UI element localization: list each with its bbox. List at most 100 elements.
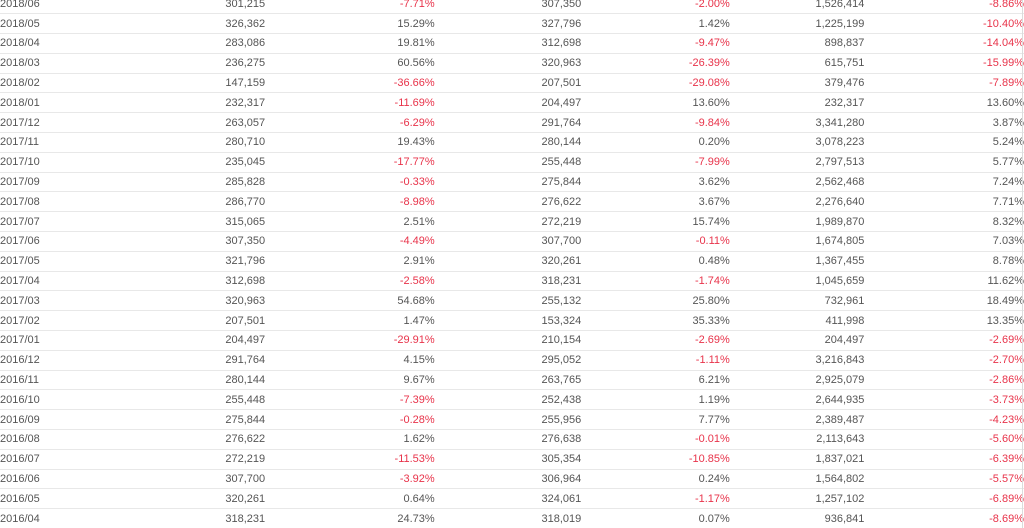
table-row: 2017/03 320,963 54.68% 255,132 25.80% 732,961… bbox=[0, 290, 1024, 312]
table-row: 2016/04 318,231 24.73% 318,019 0.07% 936,841-… bbox=[0, 508, 1024, 528]
cumulative-cell: 615,751 bbox=[729, 53, 877, 74]
cumulative-cell: 936,841 bbox=[729, 508, 877, 528]
compare-change-cell: -0.01% bbox=[581, 429, 730, 450]
month-cell: 2016/06 bbox=[0, 469, 141, 490]
compare-cell: 320,261 bbox=[434, 251, 582, 272]
value-cell: 301,215 bbox=[140, 0, 290, 15]
value-cell: 291,764 bbox=[140, 350, 290, 371]
value-change-cell: 19.81% bbox=[289, 33, 435, 54]
compare-cell: 307,350 bbox=[434, 0, 582, 15]
compare-change-cell: 13.60% bbox=[581, 92, 730, 114]
value-change-cell: 0.64% bbox=[289, 488, 435, 510]
cumulative-change-cell: -10.40% bbox=[876, 13, 1024, 35]
compare-cell: 280,144 bbox=[434, 132, 582, 153]
cumulative-cell: 1,367,455 bbox=[729, 251, 877, 272]
table-row: 2017/04 312,698 -2.58% 318,231 -1.74% 1,045,6… bbox=[0, 271, 1024, 292]
cumulative-change-cell: -8.86% bbox=[876, 0, 1024, 15]
compare-change-cell: 1.19% bbox=[581, 389, 730, 411]
month-cell: 2018/01 bbox=[0, 92, 141, 114]
value-change-cell: 60.56% bbox=[289, 53, 435, 74]
compare-cell: 275,844 bbox=[434, 172, 582, 193]
cumulative-change-cell: -7.89% bbox=[876, 73, 1024, 94]
value-change-cell: -11.69% bbox=[289, 92, 435, 114]
compare-change-cell: 3.67% bbox=[581, 191, 730, 213]
month-cell: 2016/05 bbox=[0, 488, 141, 510]
month-cell: 2016/07 bbox=[0, 449, 141, 470]
table-row: 2016/09 275,844 -0.28% 255,956 7.77% 2,389,48… bbox=[0, 409, 1024, 431]
value-cell: 307,350 bbox=[140, 231, 290, 252]
value-change-cell: -11.53% bbox=[289, 449, 435, 470]
compare-change-cell: 3.62% bbox=[581, 172, 730, 193]
compare-cell: 295,052 bbox=[434, 350, 582, 371]
month-cell: 2016/08 bbox=[0, 429, 141, 450]
compare-cell: 153,324 bbox=[434, 310, 582, 332]
cumulative-cell: 3,341,280 bbox=[729, 112, 877, 134]
cumulative-change-cell: 8.32% bbox=[876, 211, 1024, 233]
month-cell: 2017/03 bbox=[0, 290, 141, 312]
table-row: 2016/12 291,764 4.15% 295,052 -1.11% 3,216,84… bbox=[0, 350, 1024, 371]
value-change-cell: 15.29% bbox=[289, 13, 435, 35]
value-change-cell: -17.77% bbox=[289, 152, 435, 173]
value-change-cell: 54.68% bbox=[289, 290, 435, 312]
compare-cell: 318,019 bbox=[434, 508, 582, 528]
value-cell: 320,261 bbox=[140, 488, 290, 510]
cumulative-cell: 379,476 bbox=[729, 73, 877, 94]
compare-change-cell: 0.20% bbox=[581, 132, 730, 153]
value-change-cell: 1.62% bbox=[289, 429, 435, 450]
compare-change-cell: -2.69% bbox=[581, 330, 730, 351]
value-cell: 321,796 bbox=[140, 251, 290, 272]
month-cell: 2018/03 bbox=[0, 53, 141, 74]
cumulative-change-cell: -15.99% bbox=[876, 53, 1024, 74]
table-row: 2017/09 285,828 -0.33% 275,844 3.62% 2,562,46… bbox=[0, 172, 1024, 193]
month-cell: 2017/01 bbox=[0, 330, 141, 351]
cumulative-cell: 3,216,843 bbox=[729, 350, 877, 371]
value-cell: 285,828 bbox=[140, 172, 290, 193]
cumulative-change-cell: 13.35% bbox=[876, 310, 1024, 332]
month-cell: 2017/05 bbox=[0, 251, 141, 272]
table-row: 2016/07 272,219 -11.53% 305,354 -10.85% 1,837… bbox=[0, 449, 1024, 470]
cumulative-cell: 2,113,643 bbox=[729, 429, 877, 450]
cumulative-change-cell: 7.03% bbox=[876, 231, 1024, 252]
value-cell: 312,698 bbox=[140, 271, 290, 292]
cumulative-cell: 3,078,223 bbox=[729, 132, 877, 153]
compare-change-cell: -9.47% bbox=[581, 33, 730, 54]
compare-cell: 255,448 bbox=[434, 152, 582, 173]
compare-change-cell: -29.08% bbox=[581, 73, 730, 94]
table-row: 2018/02 147,159 -36.66% 207,501 -29.08% 379,4… bbox=[0, 73, 1024, 94]
compare-cell: 320,963 bbox=[434, 53, 582, 74]
value-change-cell: -36.66% bbox=[289, 73, 435, 94]
month-cell: 2016/11 bbox=[0, 370, 141, 391]
compare-cell: 276,622 bbox=[434, 191, 582, 213]
table-row: 2017/08 286,770 -8.98% 276,622 3.67% 2,276,64… bbox=[0, 191, 1024, 213]
value-cell: 255,448 bbox=[140, 389, 290, 411]
table-row: 2016/05 320,261 0.64% 324,061 -1.17% 1,257,10… bbox=[0, 488, 1024, 510]
compare-cell: 210,154 bbox=[434, 330, 582, 351]
value-change-cell: 19.43% bbox=[289, 132, 435, 153]
compare-change-cell: -9.84% bbox=[581, 112, 730, 134]
value-change-cell: -2.58% bbox=[289, 271, 435, 292]
table-row: 2018/06 301,215 -7.71% 307,350 -2.00% 1,526,4… bbox=[0, 0, 1024, 15]
compare-cell: 252,438 bbox=[434, 389, 582, 411]
value-change-cell: 24.73% bbox=[289, 508, 435, 528]
value-cell: 235,045 bbox=[140, 152, 290, 173]
table-row: 2018/04 283,086 19.81% 312,698 -9.47% 898,837… bbox=[0, 33, 1024, 54]
table-row: 2017/02 207,501 1.47% 153,324 35.33% 411,998 1… bbox=[0, 310, 1024, 332]
table-row: 2016/10 255,448 -7.39% 252,438 1.19% 2,644,93… bbox=[0, 389, 1024, 411]
value-cell: 307,700 bbox=[140, 469, 290, 490]
cumulative-change-cell: 3.87% bbox=[876, 112, 1024, 134]
compare-cell: 272,219 bbox=[434, 211, 582, 233]
value-change-cell: -4.49% bbox=[289, 231, 435, 252]
month-cell: 2017/12 bbox=[0, 112, 141, 134]
cumulative-change-cell: 8.78% bbox=[876, 251, 1024, 272]
cumulative-cell: 1,989,870 bbox=[729, 211, 877, 233]
cumulative-change-cell: 5.77% bbox=[876, 152, 1024, 173]
cumulative-change-cell: 7.24% bbox=[876, 172, 1024, 193]
cumulative-change-cell: -5.60% bbox=[876, 429, 1024, 450]
cumulative-change-cell: 11.62% bbox=[876, 271, 1024, 292]
compare-change-cell: 0.07% bbox=[581, 508, 730, 528]
value-cell: 286,770 bbox=[140, 191, 290, 213]
month-cell: 2017/11 bbox=[0, 132, 141, 153]
